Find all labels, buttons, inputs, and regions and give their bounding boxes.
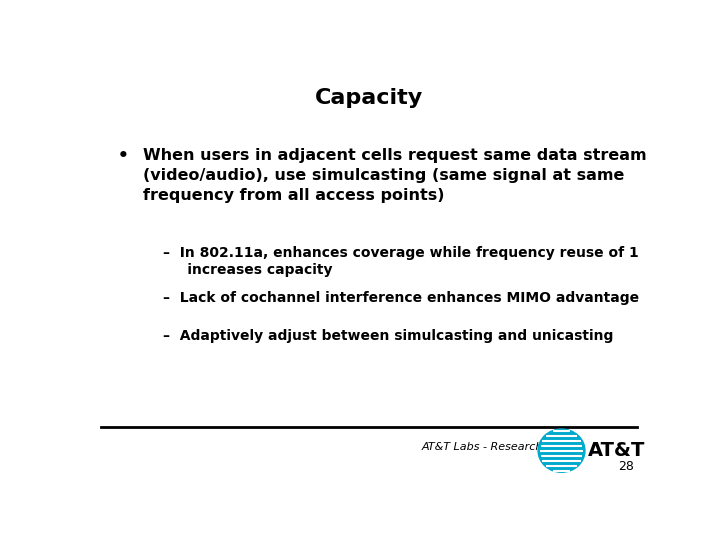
Text: Capacity: Capacity: [315, 87, 423, 107]
Text: –  Lack of cochannel interference enhances MIMO advantage: – Lack of cochannel interference enhance…: [163, 292, 639, 306]
Text: AT&T Labs - Research: AT&T Labs - Research: [422, 442, 544, 451]
Text: •: •: [117, 146, 130, 166]
Text: 28: 28: [618, 460, 634, 473]
Text: –  Adaptively adjust between simulcasting and unicasting: – Adaptively adjust between simulcasting…: [163, 329, 613, 343]
Text: AT&T: AT&T: [588, 441, 646, 460]
Ellipse shape: [538, 429, 585, 472]
Text: When users in adjacent cells request same data stream
(video/audio), use simulca: When users in adjacent cells request sam…: [143, 148, 647, 202]
Text: –  In 802.11a, enhances coverage while frequency reuse of 1
     increases capac: – In 802.11a, enhances coverage while fr…: [163, 246, 639, 277]
